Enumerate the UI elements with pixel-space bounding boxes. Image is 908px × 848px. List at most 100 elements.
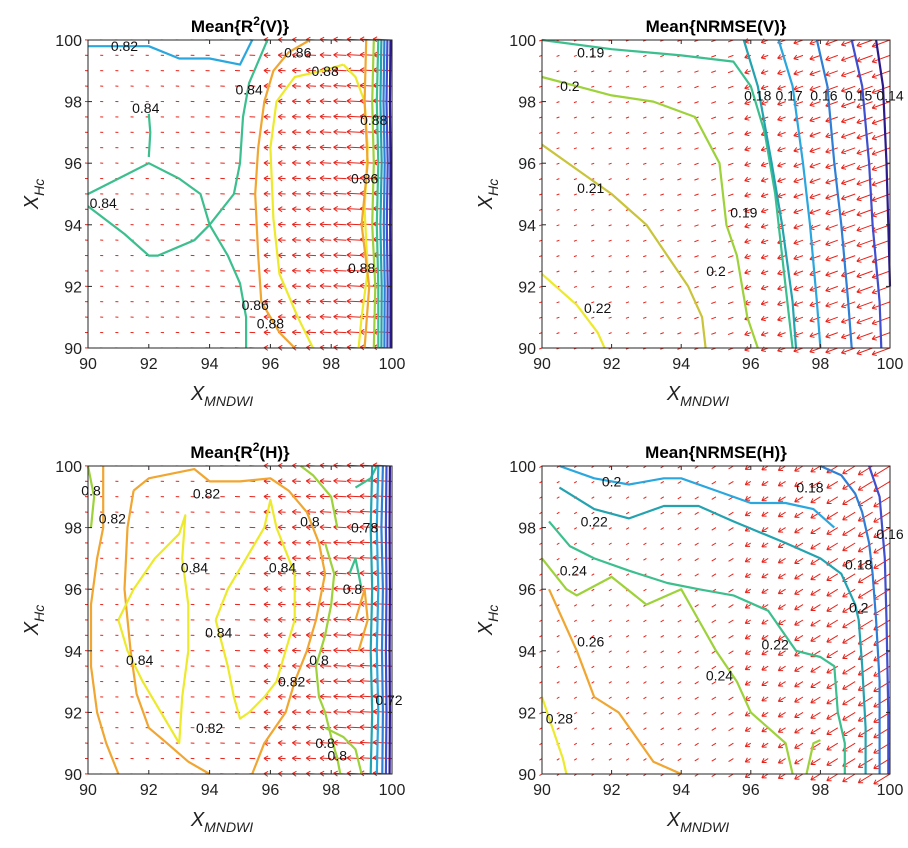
quiver-arrow <box>643 727 647 731</box>
quiver-arrow-head <box>809 212 815 215</box>
contour-label: 0.15 <box>845 87 872 103</box>
quiver-arrow <box>810 727 821 735</box>
quiver-arrow-head <box>841 90 847 93</box>
quiver-arrow-head <box>826 714 830 720</box>
quiver-arrow <box>826 634 839 643</box>
quiver-arrow <box>608 727 612 730</box>
quiver-arrow <box>333 649 347 652</box>
quiver-arrow-head <box>346 524 352 528</box>
quiver-arrow-head <box>826 653 830 658</box>
quiver-arrow-head <box>761 634 765 640</box>
quiver-arrow-head <box>842 500 846 505</box>
quiver-arrow-head <box>871 350 876 355</box>
quiver-arrow <box>660 727 665 731</box>
quiver-arrow-head <box>263 113 269 118</box>
quiver-arrow-head <box>306 221 311 225</box>
quiver-arrow <box>591 511 595 515</box>
quiver-arrow <box>660 301 664 304</box>
quiver-arrow-head <box>319 711 325 715</box>
quiver-arrow-head <box>761 696 765 702</box>
quiver-arrow-head <box>841 133 845 138</box>
quiver-arrow <box>826 542 839 551</box>
quiver-arrow <box>825 54 838 61</box>
quiver-arrow-head <box>372 477 378 481</box>
quiver-arrow <box>745 665 752 671</box>
quiver-arrow-head <box>346 680 352 684</box>
quiver-arrow-head <box>777 743 781 748</box>
quiver-arrow-head <box>292 175 297 179</box>
quiver-arrow <box>871 85 891 94</box>
quiver-arrow-head <box>810 529 814 534</box>
quiver-arrow <box>346 618 362 621</box>
quiver-arrow-head <box>333 177 338 182</box>
quiver-arrow-head <box>842 700 846 705</box>
contour-label: 0.88 <box>257 315 284 331</box>
quiver-arrow-head <box>372 572 378 576</box>
quiver-arrow-head <box>777 681 781 687</box>
quiver-arrow <box>677 573 682 577</box>
quiver-arrow-head <box>856 288 861 293</box>
quiver-arrow-head <box>292 742 297 746</box>
quiver-arrow-head <box>333 693 338 697</box>
quiver-arrow-head <box>292 193 297 197</box>
quiver-arrow-head <box>825 194 830 199</box>
contour-label: 0.18 <box>845 557 872 573</box>
quiver-arrow <box>728 742 734 747</box>
quiver-arrow <box>793 39 804 44</box>
quiver-arrow <box>556 208 560 211</box>
y-tick-label: 92 <box>518 705 536 722</box>
quiver-arrow-head <box>825 225 830 230</box>
quiver-arrow <box>694 742 699 746</box>
quiver-arrow-head <box>744 195 750 198</box>
quiver-arrow <box>745 758 752 763</box>
quiver-arrow <box>761 285 769 290</box>
quiver-arrow <box>794 496 804 503</box>
quiver-arrow <box>372 69 393 72</box>
quiver-arrow <box>556 85 560 88</box>
quiver-arrow <box>556 619 560 622</box>
quiver-arrow <box>761 619 769 625</box>
quiver-arrow-head <box>263 283 269 287</box>
quiver-arrow-head <box>346 511 352 515</box>
y-tick-label: 92 <box>64 279 82 296</box>
quiver-arrow-head <box>809 181 815 184</box>
quiver-arrow-head <box>319 493 325 497</box>
quiver-arrow-head <box>793 212 799 215</box>
quiver-arrow-head <box>277 147 283 151</box>
contour-label: 0.22 <box>584 300 611 316</box>
quiver-arrow <box>556 54 560 57</box>
quiver-arrow <box>677 285 682 289</box>
quiver-arrow-head <box>372 695 378 700</box>
quiver-arrow <box>826 527 839 535</box>
quiver-arrow-head <box>333 146 338 151</box>
quiver-arrow-head <box>333 665 338 669</box>
quiver-arrow-head <box>841 56 845 61</box>
quiver-arrow-head <box>346 221 352 225</box>
quiver-arrow-head <box>346 100 352 104</box>
quiver-arrow-head <box>306 493 311 497</box>
contour-line <box>354 465 378 489</box>
quiver-arrow-head <box>359 69 365 74</box>
quiver-arrow <box>727 285 734 289</box>
chart-title: Mean{NRMSE(H)} <box>645 443 787 462</box>
contour-line <box>300 465 339 528</box>
quiver-arrow <box>573 70 577 73</box>
quiver-arrow <box>858 681 873 691</box>
y-tick-label: 100 <box>55 459 82 476</box>
quiver-arrow <box>643 634 647 638</box>
quiver-arrow <box>625 480 630 484</box>
quiver-arrow-head <box>871 258 876 263</box>
quiver-arrow-head <box>777 589 781 594</box>
quiver-arrow <box>556 101 560 104</box>
quiver-arrow <box>372 130 393 133</box>
quiver-arrow-head <box>761 319 766 322</box>
quiver-arrow-head <box>292 555 297 559</box>
quiver-arrow-head <box>263 208 269 213</box>
quiver-arrow <box>841 208 856 215</box>
x-tick-label: 94 <box>672 356 690 373</box>
x-tick-label: 100 <box>379 356 406 373</box>
quiver-arrow-head <box>319 221 325 225</box>
quiver-arrow <box>711 85 717 89</box>
quiver-arrow-head <box>305 526 311 531</box>
quiver-arrow-head <box>359 570 365 574</box>
